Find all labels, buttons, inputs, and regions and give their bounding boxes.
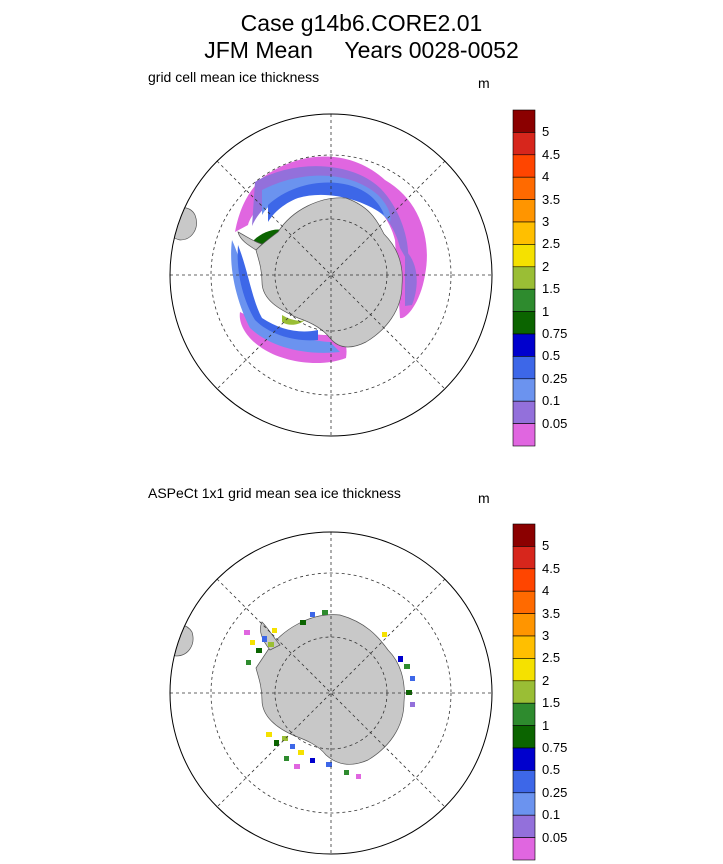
panel1-colorbar-swatch — [512, 288, 536, 312]
panel1-colorbar-label: 2.5 — [542, 236, 561, 252]
panel2-colorbar-label: 0.5 — [542, 762, 561, 778]
panel1-colorbar-swatch — [512, 176, 536, 200]
island-shape — [344, 435, 361, 436]
panel1-colorbar-swatch — [512, 109, 536, 133]
panel2-colorbar-label: 0.1 — [542, 807, 561, 823]
ice-band-0.25 — [262, 175, 391, 222]
panel1-colorbar-label: 5 — [542, 124, 550, 140]
panel1-colorbar-swatch — [512, 333, 536, 357]
panel1-colorbar-label: 3.5 — [542, 191, 561, 207]
panel1-map-border — [169, 113, 493, 437]
panel1-colorbar-label: 1 — [542, 303, 550, 319]
panel2-colorbar-label: 0.75 — [542, 740, 568, 755]
panel2-colorbar-label: 5 — [542, 538, 550, 554]
panel2-colorbar-swatch — [512, 635, 536, 659]
panel1-unit: m — [478, 75, 490, 91]
panel2-subtitle: ASPeCt 1x1 grid mean sea ice thickness — [148, 485, 401, 501]
south-america-tip — [170, 624, 194, 657]
panel1-colorbar-swatch — [512, 132, 536, 156]
panel2-colorbar-label: 1.5 — [542, 695, 561, 711]
panel2-graticule — [170, 532, 492, 854]
panel1-colorbar-swatch — [512, 244, 536, 268]
panel2-colorbar-swatch — [512, 680, 536, 704]
panel2-colorbar — [512, 523, 536, 861]
ice-band-0.1-b — [405, 250, 417, 306]
antarctica-landmass — [255, 614, 405, 765]
panel2-colorbar-swatch — [512, 590, 536, 614]
island-shape — [344, 853, 361, 854]
panel2-colorbar-label: 0.05 — [542, 829, 568, 845]
panel2-colorbar-swatch — [512, 814, 536, 838]
panel1-colorbar-label: 3 — [542, 214, 550, 229]
panel2-colorbar-label: 3.5 — [542, 605, 561, 621]
panel2-map-border — [169, 531, 493, 855]
panel1-colorbar-label: 0.1 — [542, 393, 561, 409]
panel1-subtitle: grid cell mean ice thickness — [148, 69, 320, 85]
panel1-map — [169, 113, 493, 437]
ice-band-0.5 — [268, 182, 384, 222]
panel2-colorbar-swatch — [512, 568, 536, 592]
panel2-colorbar-swatch — [512, 770, 536, 794]
panel1-colorbar-label: 0.5 — [542, 348, 561, 364]
south-america-tip — [170, 207, 197, 241]
panel1-colorbar-label: 1.5 — [542, 281, 561, 297]
panel2-colorbar-swatch — [512, 546, 536, 570]
obs-pixels — [244, 610, 415, 779]
panel1-graticule — [170, 114, 492, 436]
panel2-colorbar-label: 0.25 — [542, 784, 568, 800]
panel2-map — [169, 531, 493, 855]
panel2-colorbar-swatch — [512, 725, 536, 749]
panel2-colorbar-swatch — [512, 523, 536, 547]
panel2-colorbar-label: 4 — [542, 583, 550, 599]
panel2-colorbar-label: 2.5 — [542, 650, 561, 666]
panel1-colorbar-swatch — [512, 199, 536, 223]
panel1-colorbar — [512, 109, 536, 447]
figure-title-line2: JFM Mean Years 0028-0052 — [204, 37, 519, 63]
panel1-colorbar-swatch — [512, 266, 536, 290]
panel1-colorbar-swatch — [512, 221, 536, 245]
panel1-colorbar-label: 4.5 — [542, 146, 561, 162]
panel2-colorbar-swatch — [512, 702, 536, 726]
panel1-colorbar-swatch — [512, 311, 536, 335]
panel2-colorbar-label: 2 — [542, 672, 550, 688]
panel1-colorbar-label: 0.05 — [542, 415, 568, 431]
panel2-colorbar-swatch — [512, 613, 536, 637]
panel2-colorbar-swatch — [512, 747, 536, 771]
panel1-colorbar-label: 0.25 — [542, 370, 568, 386]
panel2-colorbar-label: 4.5 — [542, 560, 561, 576]
panel1-colorbar-swatch — [512, 356, 536, 380]
panel2-colorbar-swatch — [512, 837, 536, 861]
panel1-colorbar-label: 2 — [542, 258, 550, 274]
antarctica-landmass — [255, 197, 403, 348]
ice-band-1.5 — [282, 315, 305, 325]
panel1-colorbar-swatch — [512, 423, 536, 447]
panel2-colorbar-swatch — [512, 658, 536, 682]
antarctic-peninsula — [237, 231, 263, 251]
panel2-colorbar-label: 1 — [542, 717, 550, 733]
ice-band-0.5-b — [237, 245, 318, 341]
panel1-colorbar-swatch — [512, 400, 536, 424]
panel1-colorbar-label: 4 — [542, 169, 550, 185]
panel1-colorbar-label: 0.75 — [542, 326, 568, 341]
figure-title-line1: Case g14b6.CORE2.01 — [240, 10, 483, 36]
panel2-colorbar-label: 3 — [542, 628, 550, 643]
panel2-unit: m — [478, 490, 490, 506]
ice-band-0.25-b — [231, 240, 340, 353]
panel2-colorbar-swatch — [512, 792, 536, 816]
panel1-colorbar-swatch — [512, 154, 536, 178]
panel1-colorbar-swatch — [512, 378, 536, 402]
